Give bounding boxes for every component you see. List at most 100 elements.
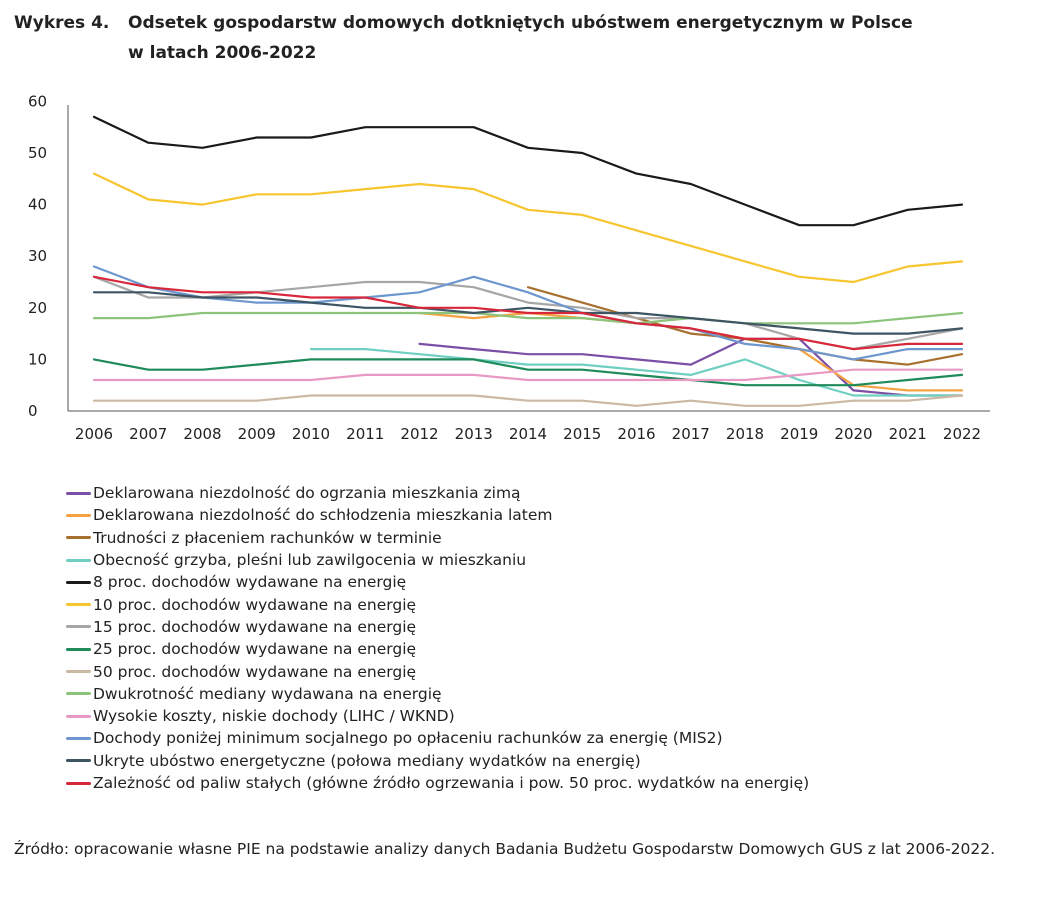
x-tick-label: 2007 <box>129 425 167 443</box>
x-tick-label: 2014 <box>509 425 547 443</box>
y-tick-label: 10 <box>28 350 47 368</box>
series-line <box>92 311 964 325</box>
series-path <box>92 394 964 407</box>
legend-swatch <box>66 670 91 674</box>
legend-swatch <box>66 513 91 517</box>
series-path <box>92 172 964 284</box>
y-tick-label: 40 <box>28 196 47 214</box>
legend-label: 8 proc. dochodów wydawane na energię <box>93 573 407 592</box>
legend-label: Dwukrotność mediany wydawana na energię <box>93 684 442 703</box>
series-line <box>526 286 964 366</box>
legend-swatch <box>66 491 91 495</box>
chart-legend: Deklarowana niezdolność do ogrzania mies… <box>66 482 809 794</box>
series-line <box>92 265 964 361</box>
legend-label: 10 proc. dochodów wydawane na energię <box>93 595 417 614</box>
legend-item: Ukryte ubóstwo energetyczne (połowa medi… <box>66 750 809 772</box>
x-tick-label: 2006 <box>75 425 113 443</box>
series-path <box>526 286 964 366</box>
x-tick-label: 2020 <box>834 425 872 443</box>
series-line <box>92 275 964 351</box>
legend-item: 10 proc. dochodów wydawane na energię <box>66 593 809 615</box>
series-path <box>92 275 964 351</box>
x-tick-label: 2022 <box>943 425 981 443</box>
x-tick-label: 2017 <box>672 425 710 443</box>
legend-swatch <box>66 580 91 584</box>
y-tick-label: 60 <box>28 92 47 110</box>
y-tick-label: 20 <box>28 299 47 317</box>
y-tick-label: 30 <box>28 247 47 265</box>
series-path <box>92 368 964 382</box>
x-tick-label: 2012 <box>400 425 438 443</box>
legend-label: Deklarowana niezdolność do schłodzenia m… <box>93 506 553 525</box>
series-line <box>92 368 964 382</box>
series-path <box>92 115 964 227</box>
legend-swatch <box>66 736 91 740</box>
legend-item: Deklarowana niezdolność do schłodzenia m… <box>66 504 809 526</box>
figure-label: Wykres 4. <box>14 13 110 33</box>
legend-label: Deklarowana niezdolność do ogrzania mies… <box>93 484 521 503</box>
legend-swatch <box>66 536 91 540</box>
figure-title-line-2: w latach 2006-2022 <box>128 43 317 63</box>
chart-title: Wykres 4. Odsetek gospodarstw domowych d… <box>14 8 1034 68</box>
legend-label: 15 proc. dochodów wydawane na energię <box>93 617 417 636</box>
series-line <box>92 172 964 284</box>
legend-label: Obecność grzyba, pleśni lub zawilgocenia… <box>93 551 527 570</box>
series-path <box>92 311 964 325</box>
series-line <box>92 115 964 227</box>
legend-label: 25 proc. dochodów wydawane na energię <box>93 640 417 659</box>
legend-label: Dochody poniżej minimum socjalnego po op… <box>93 729 723 748</box>
x-axis: 2006 2007 2008 2009 2010 2011 2012 2013 2014 2015… <box>68 410 990 443</box>
legend-item: Dochody poniżej minimum socjalnego po op… <box>66 727 809 749</box>
legend-label: Trudności z płaceniem rachunków w termin… <box>93 528 442 547</box>
series-line <box>309 348 964 397</box>
x-tick-label: 2019 <box>780 425 818 443</box>
legend-swatch <box>66 603 91 607</box>
series-path <box>418 337 964 397</box>
legend-swatch <box>66 759 91 763</box>
legend-item: Zależność od paliw stałych (główne źródł… <box>66 772 809 794</box>
x-tick-label: 2008 <box>183 425 221 443</box>
legend-item: 15 proc. dochodów wydawane na energię <box>66 616 809 638</box>
legend-item: Trudności z płaceniem rachunków w termin… <box>66 527 809 549</box>
legend-swatch <box>66 647 91 651</box>
legend-swatch <box>66 714 91 718</box>
legend-swatch <box>66 692 91 696</box>
x-tick-label: 2015 <box>563 425 601 443</box>
x-tick-label: 2018 <box>726 425 764 443</box>
x-tick-label: 2021 <box>889 425 927 443</box>
source-note: Źródło: opracowanie własne PIE na podsta… <box>14 840 996 858</box>
legend-swatch <box>66 558 91 562</box>
legend-swatch <box>66 781 91 785</box>
series-path <box>309 348 964 397</box>
legend-item: Deklarowana niezdolność do ogrzania mies… <box>66 482 809 504</box>
legend-label: Zależność od paliw stałych (główne źródł… <box>93 774 810 792</box>
x-tick-label: 2010 <box>292 425 330 443</box>
legend-item: 8 proc. dochodów wydawane na energię <box>66 571 809 593</box>
legend-label: 50 proc. dochodów wydawane na energię <box>93 662 417 681</box>
legend-item: 50 proc. dochodów wydawane na energię <box>66 660 809 682</box>
legend-label: Wysokie koszty, niskie dochody (LIHC / W… <box>93 707 455 726</box>
series-path <box>92 358 964 387</box>
legend-item: Obecność grzyba, pleśni lub zawilgocenia… <box>66 549 809 571</box>
legend-label: Ukryte ubóstwo energetyczne (połowa medi… <box>93 751 641 770</box>
series-line <box>418 337 964 397</box>
series-line <box>92 358 964 387</box>
x-tick-label: 2016 <box>617 425 655 443</box>
x-tick-label: 2013 <box>455 425 493 443</box>
series-lines <box>92 115 964 407</box>
legend-item: 25 proc. dochodów wydawane na energię <box>66 638 809 660</box>
y-tick-label: 0 <box>28 402 38 420</box>
x-tick-label: 2009 <box>238 425 276 443</box>
series-path <box>92 291 964 335</box>
figure-title-line-1: Odsetek gospodarstw domowych dotkniętych… <box>128 13 913 33</box>
x-tick-label: 2011 <box>346 425 384 443</box>
y-axis: 0 10 20 30 40 50 60 <box>28 92 69 420</box>
series-path <box>92 265 964 361</box>
series-line <box>92 394 964 407</box>
y-tick-label: 50 <box>28 144 47 162</box>
legend-item: Wysokie koszty, niskie dochody (LIHC / W… <box>66 705 809 727</box>
series-line <box>92 291 964 335</box>
legend-item: Dwukrotność mediany wydawana na energię <box>66 683 809 705</box>
legend-swatch <box>66 625 91 629</box>
